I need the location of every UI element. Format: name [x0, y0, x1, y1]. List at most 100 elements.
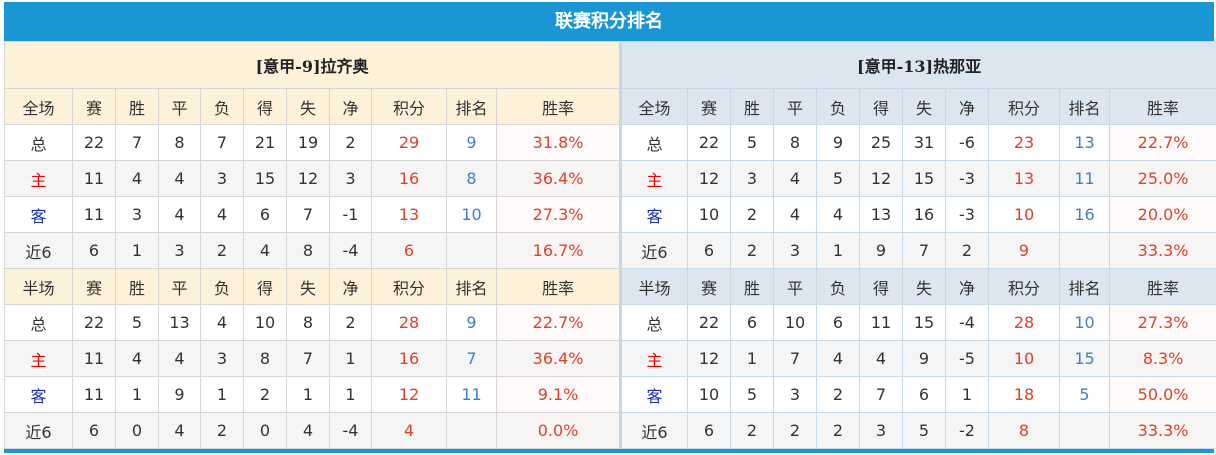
- cell-losses: 3: [200, 340, 244, 377]
- cell-wins: 6: [730, 304, 774, 341]
- table-row: 客 11 1 9 1 2 1 1 12 11 9.1%: [4, 376, 621, 413]
- cell-losses: 2: [200, 412, 244, 449]
- cell-goal-diff: 2: [329, 124, 372, 161]
- cell-wins: 1: [115, 376, 159, 413]
- table-row: 客 10 5 3 2 7 6 1 18 5 50.0%: [621, 376, 1216, 413]
- cell-win-rate: 27.3%: [495, 196, 621, 233]
- column-header-row: 全场赛胜平负得失净积分 排名 胜率: [4, 88, 621, 125]
- cell-goals-for: 13: [859, 196, 903, 233]
- cell-goals-for: 12: [859, 160, 903, 197]
- cell-points: 16: [371, 160, 447, 197]
- cell-goal-diff: -1: [329, 196, 372, 233]
- cell-played: 6: [687, 232, 731, 269]
- column-header-goals-against: 失: [902, 268, 946, 305]
- cell-goals-against: 6: [902, 376, 946, 413]
- cell-win-rate: 50.0%: [1108, 376, 1216, 413]
- cell-rank: [446, 412, 497, 449]
- row-label: 主: [4, 340, 73, 377]
- cell-goals-for: 21: [243, 124, 287, 161]
- cell-losses: 1: [816, 232, 860, 269]
- row-label: 总: [4, 304, 73, 341]
- table-row: 总 22 7 8 7 21 19 2 29 9 31.8%: [4, 124, 621, 161]
- standings-table: [意甲-9]拉齐奥 全场赛胜平负得失净积分 排名 胜率总 22 7 8 7 21 19 2 29 9 31…: [3, 41, 621, 449]
- home-team-panel: [意甲-9]拉齐奥 全场赛胜平负得失净积分 排名 胜率总 22 7 8 7 21 19 2 29 9 31…: [3, 41, 621, 449]
- row-label: 主: [621, 340, 688, 377]
- cell-losses: 2: [816, 412, 860, 449]
- column-header-goals-for: 得: [243, 88, 287, 125]
- cell-goals-against: 7: [286, 340, 330, 377]
- cell-draws: 4: [158, 340, 201, 377]
- cell-played: 6: [72, 412, 116, 449]
- cell-goals-for: 15: [243, 160, 287, 197]
- cell-points: 13: [988, 160, 1060, 197]
- cell-draws: 7: [773, 340, 817, 377]
- table-row: 主 12 1 7 4 4 9 -5 10 15 8.3%: [621, 340, 1216, 377]
- cell-goal-diff: -4: [329, 412, 372, 449]
- table-row: 近6 6 2 2 2 3 5 -2 8 33.3%: [621, 412, 1216, 449]
- cell-played: 11: [72, 160, 116, 197]
- cell-goals-for: 10: [243, 304, 287, 341]
- cell-draws: 2: [773, 412, 817, 449]
- cell-wins: 4: [115, 340, 159, 377]
- cell-win-rate: 27.3%: [1108, 304, 1216, 341]
- row-label: 主: [4, 160, 73, 197]
- cell-points: 28: [988, 304, 1060, 341]
- cell-rank: 10: [446, 196, 497, 233]
- column-header-wins: 胜: [730, 88, 774, 125]
- cell-draws: 4: [773, 160, 817, 197]
- cell-win-rate: 8.3%: [1108, 340, 1216, 377]
- cell-rank: [1059, 412, 1110, 449]
- cell-played: 22: [687, 304, 731, 341]
- cell-goals-against: 7: [286, 196, 330, 233]
- cell-losses: 2: [816, 376, 860, 413]
- row-label: 客: [4, 196, 73, 233]
- cell-goals-for: 25: [859, 124, 903, 161]
- cell-losses: 6: [816, 304, 860, 341]
- cell-goals-against: 7: [902, 232, 946, 269]
- column-header-played: 赛: [687, 88, 731, 125]
- table-row: 客 10 2 4 4 13 16 -3 10 16 20.0%: [621, 196, 1216, 233]
- column-header-points: 积分: [988, 268, 1060, 305]
- column-header-row: 全场赛胜平负得失净积分 排名 胜率: [621, 88, 1216, 125]
- cell-played: 6: [72, 232, 116, 269]
- cell-rank: 7: [446, 340, 497, 377]
- cell-goals-for: 11: [859, 304, 903, 341]
- cell-goal-diff: -4: [945, 304, 989, 341]
- cell-goals-for: 3: [859, 412, 903, 449]
- column-header-draws: 平: [773, 88, 817, 125]
- cell-wins: 5: [730, 376, 774, 413]
- cell-win-rate: 33.3%: [1108, 412, 1216, 449]
- row-label: 总: [621, 304, 688, 341]
- column-header-goal-diff: 净: [329, 268, 372, 305]
- column-header-goals-for: 得: [859, 88, 903, 125]
- cell-goals-against: 9: [902, 340, 946, 377]
- cell-points: 18: [988, 376, 1060, 413]
- cell-draws: 8: [773, 124, 817, 161]
- cell-wins: 4: [115, 160, 159, 197]
- column-header-win-rate: 胜率: [1108, 268, 1216, 305]
- cell-points: 13: [371, 196, 447, 233]
- cell-played: 11: [72, 376, 116, 413]
- cell-losses: 4: [200, 304, 244, 341]
- column-header-goals-against: 失: [286, 268, 330, 305]
- column-header-draws: 平: [158, 268, 201, 305]
- column-header-losses: 负: [200, 88, 244, 125]
- cell-goals-against: 1: [286, 376, 330, 413]
- cell-draws: 10: [773, 304, 817, 341]
- cell-goals-for: 4: [243, 232, 287, 269]
- cell-points: 12: [371, 376, 447, 413]
- row-label: 客: [4, 376, 73, 413]
- cell-points: 10: [988, 196, 1060, 233]
- column-header-goal-diff: 净: [945, 88, 989, 125]
- away-team-panel: [意甲-13]热那亚 全场赛胜平负得失净积分 排名 胜率总 22 5 8 9 25 31 -6 23 1…: [619, 41, 1216, 449]
- cell-goal-diff: -5: [945, 340, 989, 377]
- cell-points: 23: [988, 124, 1060, 161]
- cell-goals-for: 0: [243, 412, 287, 449]
- standings-table: [意甲-13]热那亚 全场赛胜平负得失净积分 排名 胜率总 22 5 8 9 25 31 -6 23 1…: [620, 41, 1216, 449]
- cell-wins: 1: [730, 340, 774, 377]
- cell-win-rate: 36.4%: [495, 160, 621, 197]
- section-label: 半场: [4, 268, 73, 305]
- table-row: 客 11 3 4 4 6 7 -1 13 10 27.3%: [4, 196, 621, 233]
- row-label: 客: [621, 376, 688, 413]
- cell-draws: 13: [158, 304, 201, 341]
